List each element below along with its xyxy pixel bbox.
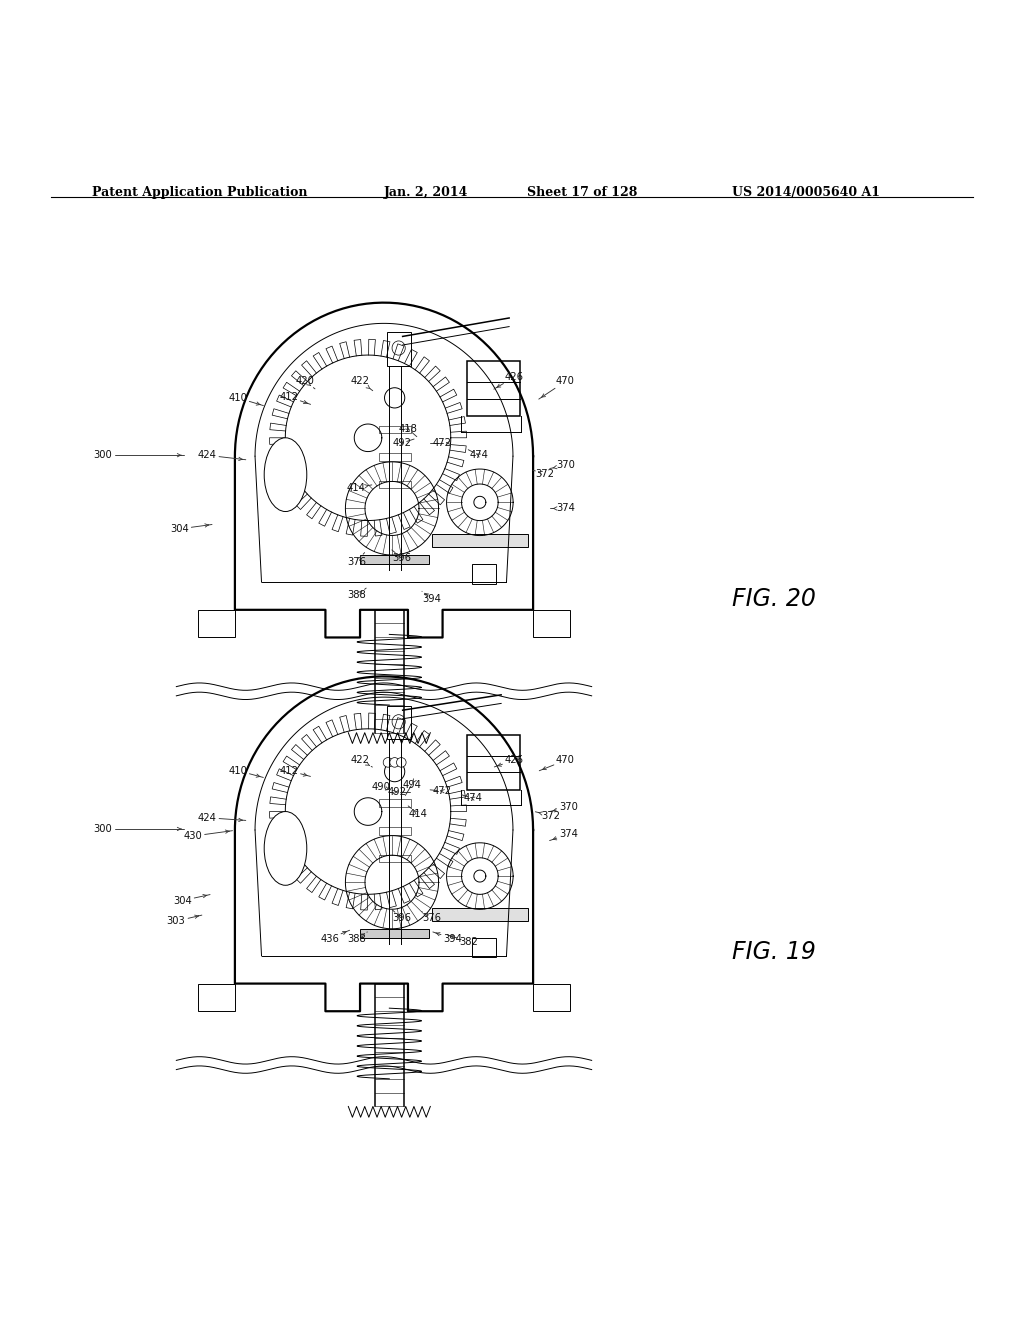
Text: 492: 492	[388, 787, 407, 797]
Text: 388: 388	[347, 933, 366, 944]
Text: 370: 370	[556, 461, 574, 470]
Text: 410: 410	[228, 393, 247, 403]
Bar	[534, 610, 570, 638]
Text: 412: 412	[280, 766, 298, 776]
Text: 426: 426	[505, 755, 523, 766]
Bar	[534, 983, 570, 1011]
Bar	[387, 706, 411, 739]
Text: 410: 410	[228, 766, 247, 776]
Ellipse shape	[264, 812, 307, 886]
Text: 300: 300	[93, 450, 112, 461]
Text: 470: 470	[556, 755, 574, 766]
Text: 382: 382	[460, 937, 478, 946]
Bar	[379, 854, 411, 862]
Text: 376: 376	[347, 557, 366, 566]
Bar	[360, 556, 429, 564]
Text: 394: 394	[443, 933, 462, 944]
Text: 474: 474	[464, 793, 482, 804]
Text: 472: 472	[433, 438, 452, 447]
Text: 300: 300	[93, 824, 112, 834]
Text: 374: 374	[556, 503, 574, 513]
Text: 470: 470	[556, 376, 574, 387]
Text: 388: 388	[347, 590, 366, 601]
Bar	[198, 983, 234, 1011]
Text: 424: 424	[198, 813, 216, 822]
Text: 370: 370	[559, 803, 578, 812]
Text: 414: 414	[409, 809, 427, 818]
Bar	[432, 908, 527, 921]
Text: 472: 472	[433, 787, 452, 796]
Circle shape	[390, 758, 399, 767]
Text: US 2014/0005640 A1: US 2014/0005640 A1	[732, 186, 881, 199]
Bar	[379, 453, 411, 461]
Text: 422: 422	[351, 376, 370, 387]
Bar	[379, 826, 411, 834]
Circle shape	[383, 758, 393, 767]
Text: FIG. 20: FIG. 20	[732, 586, 816, 611]
Text: Jan. 2, 2014: Jan. 2, 2014	[384, 186, 468, 199]
Text: 394: 394	[423, 594, 441, 603]
Text: 492: 492	[393, 438, 412, 447]
Bar	[360, 929, 429, 937]
Bar	[379, 480, 411, 488]
Bar	[379, 425, 411, 433]
Text: FIG. 19: FIG. 19	[732, 940, 816, 964]
Text: 418: 418	[398, 424, 417, 433]
Bar	[379, 800, 411, 807]
Text: 414: 414	[347, 483, 366, 492]
Text: 372: 372	[542, 810, 560, 821]
Text: 376: 376	[423, 913, 441, 923]
Bar	[467, 360, 520, 416]
Text: 396: 396	[392, 553, 411, 562]
Text: 304: 304	[173, 896, 191, 906]
Circle shape	[396, 758, 407, 767]
Text: 374: 374	[559, 829, 578, 840]
Text: 303: 303	[167, 916, 185, 927]
Ellipse shape	[392, 341, 406, 355]
Text: 304: 304	[170, 524, 188, 533]
Text: 430: 430	[183, 832, 202, 841]
Bar	[467, 735, 520, 791]
Bar	[432, 535, 527, 548]
Text: 420: 420	[296, 376, 314, 387]
Text: 474: 474	[470, 450, 488, 461]
Text: 426: 426	[505, 372, 523, 383]
Text: 424: 424	[198, 450, 216, 461]
Text: Patent Application Publication: Patent Application Publication	[92, 186, 307, 199]
Ellipse shape	[392, 714, 406, 729]
Text: 494: 494	[402, 780, 421, 789]
Bar	[198, 610, 234, 638]
Text: 372: 372	[536, 469, 554, 479]
Bar	[472, 564, 496, 583]
Bar	[387, 331, 411, 366]
Text: Sheet 17 of 128: Sheet 17 of 128	[527, 186, 638, 199]
Text: 436: 436	[321, 933, 339, 944]
Circle shape	[385, 762, 404, 781]
Ellipse shape	[264, 438, 307, 512]
Bar	[472, 937, 496, 957]
Circle shape	[385, 388, 404, 408]
Text: 422: 422	[351, 755, 370, 766]
Text: 490: 490	[372, 781, 390, 792]
Text: 396: 396	[392, 913, 411, 923]
Text: 412: 412	[280, 392, 298, 401]
